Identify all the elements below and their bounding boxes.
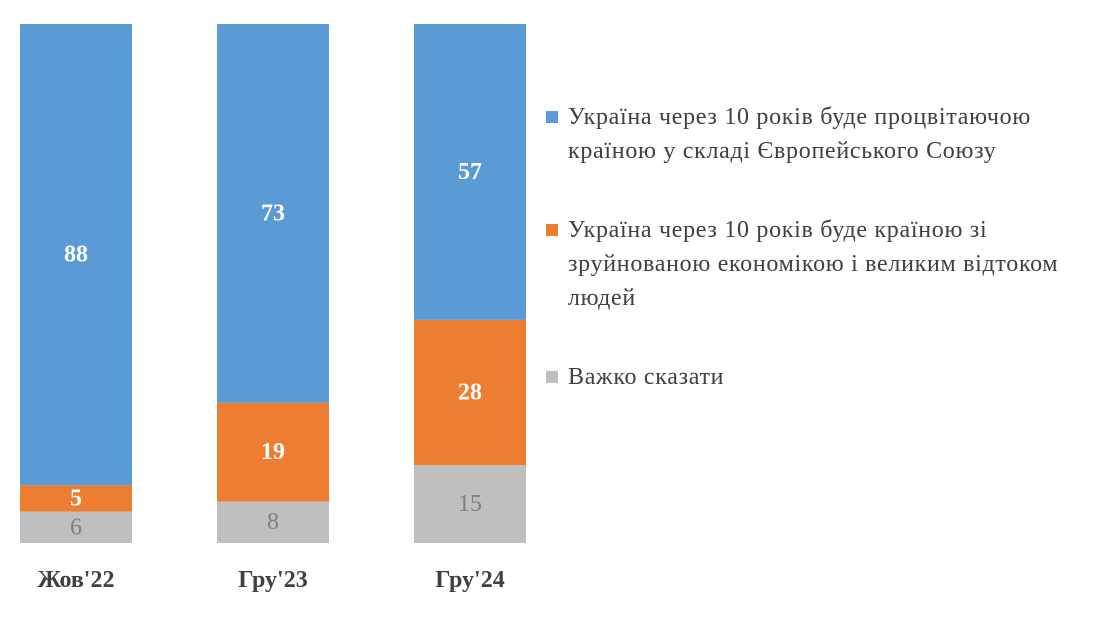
data-label-s2-c1: 8 (267, 509, 279, 535)
category-label-0: Жов'22 (38, 567, 115, 593)
category-label-2: Гру'24 (435, 567, 504, 593)
bar-segment-s2-c0 (20, 511, 132, 543)
legend-label-eu: Україна через 10 років буде процвітаючою… (568, 104, 1031, 164)
bar-segment-s1-c2 (414, 319, 526, 466)
legend-swatch-blue (546, 111, 558, 123)
bar-segment-s0-c0 (20, 24, 132, 486)
data-label-s1-c0: 5 (70, 485, 82, 511)
bar-segment-s1-c0 (20, 485, 132, 512)
data-label-s1-c2: 28 (458, 379, 482, 405)
legend-item-hard-to-say: Важко сказати (546, 360, 1106, 394)
legend-swatch-orange (546, 224, 558, 236)
legend-label-ruined: Україна через 10 років буде країною зі з… (568, 217, 1059, 311)
bar-segment-s0-c1 (217, 24, 329, 403)
legend-swatch-gray (546, 371, 558, 383)
legend-label-hard-to-say: Важко сказати (568, 364, 725, 390)
data-label-s0-c2: 57 (458, 159, 482, 185)
category-label-1: Гру'23 (238, 567, 307, 593)
bar-segment-s2-c1 (217, 501, 329, 543)
legend-item-ruined: Україна через 10 років буде країною зі з… (546, 213, 1106, 315)
stacked-bar-chart: 6 5 88 Жов'22 8 19 73 Гру'23 15 28 57 Гру'24 (20, 24, 526, 593)
bar-segment-s2-c2 (414, 465, 526, 543)
data-label-s1-c1: 19 (261, 439, 285, 465)
data-label-s0-c1: 73 (261, 200, 285, 226)
legend-item-eu: Україна через 10 років буде процвітаючою… (546, 100, 1106, 168)
data-label-s0-c0: 88 (64, 242, 88, 268)
data-label-s2-c0: 6 (70, 514, 82, 540)
legend: Україна через 10 років буде процвітаючою… (546, 100, 1106, 439)
data-label-s2-c2: 15 (458, 491, 482, 517)
bar-segment-s0-c2 (414, 24, 526, 320)
bar-segment-s1-c1 (217, 402, 329, 502)
